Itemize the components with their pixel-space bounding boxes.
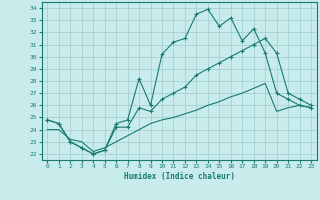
X-axis label: Humidex (Indice chaleur): Humidex (Indice chaleur) <box>124 172 235 181</box>
